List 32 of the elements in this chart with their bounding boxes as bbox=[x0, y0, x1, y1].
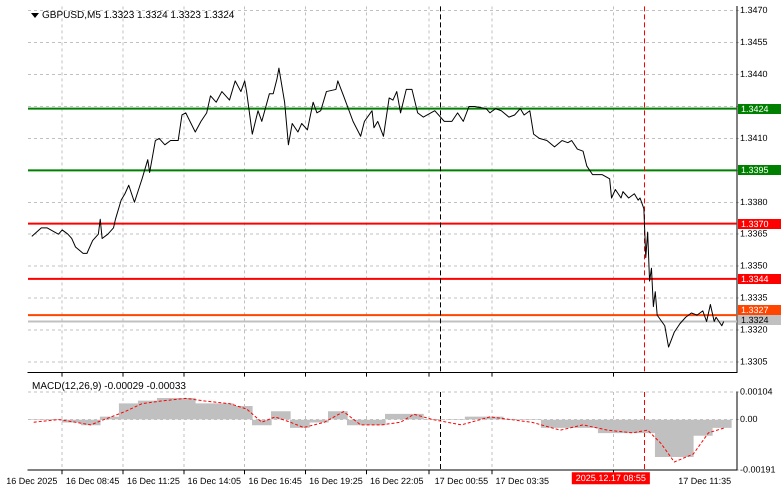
y-tick-label: 1.3335 bbox=[740, 292, 768, 303]
y-tick-label: 0.00 bbox=[740, 414, 758, 424]
ref-line-label: 1.3395 bbox=[741, 164, 769, 175]
ref-line-label: 1.3344 bbox=[741, 274, 769, 284]
ref-line-label: 1.3324 bbox=[741, 314, 769, 325]
ref-line-label: 2025.12.17 08:55 bbox=[576, 473, 646, 484]
ref-line-label: 1.3370 bbox=[741, 218, 769, 229]
x-tick-label: 16 Dec 11:25 bbox=[127, 476, 180, 486]
y-tick-label: -0.00191 bbox=[740, 464, 776, 475]
x-tick-label: 16 Dec 16:45 bbox=[248, 476, 302, 486]
y-tick-label: 1.3365 bbox=[740, 228, 768, 239]
x-tick-label: 17 Dec 03:35 bbox=[495, 476, 549, 486]
x-tick-label: 17 Dec 11:35 bbox=[678, 476, 732, 486]
chart-title: MACD(12,26,9) -0.00029 -0.00033 bbox=[32, 380, 186, 392]
y-tick-label: 1.3410 bbox=[740, 132, 768, 143]
x-tick-label: 16 Dec 14:05 bbox=[188, 476, 242, 486]
y-tick-label: 1.3350 bbox=[740, 260, 768, 271]
y-tick-label: 1.3455 bbox=[740, 37, 768, 48]
y-tick-label: 1.3380 bbox=[740, 196, 768, 207]
ref-line-label: 1.3424 bbox=[741, 104, 769, 114]
chart-title: GBPUSD,M5 1.3323 1.3324 1.3323 1.3324 bbox=[42, 10, 235, 22]
x-tick-label: 16 Dec 19:25 bbox=[309, 476, 363, 486]
x-tick-label: 16 Dec 22:05 bbox=[370, 476, 424, 486]
x-tick-label: 16 Dec 08:45 bbox=[66, 476, 120, 486]
x-tick-label: 16 Dec 2025 bbox=[6, 476, 58, 486]
y-tick-label: 1.3440 bbox=[740, 69, 768, 80]
ref-line-label: 1.3327 bbox=[741, 304, 769, 315]
y-tick-label: 1.3305 bbox=[740, 356, 768, 366]
y-tick-label: 1.3320 bbox=[740, 324, 768, 335]
x-tick-label: 17 Dec 00:55 bbox=[434, 476, 488, 486]
y-tick-label: 0.00104 bbox=[740, 386, 773, 396]
y-tick-label: 1.3470 bbox=[740, 5, 768, 16]
